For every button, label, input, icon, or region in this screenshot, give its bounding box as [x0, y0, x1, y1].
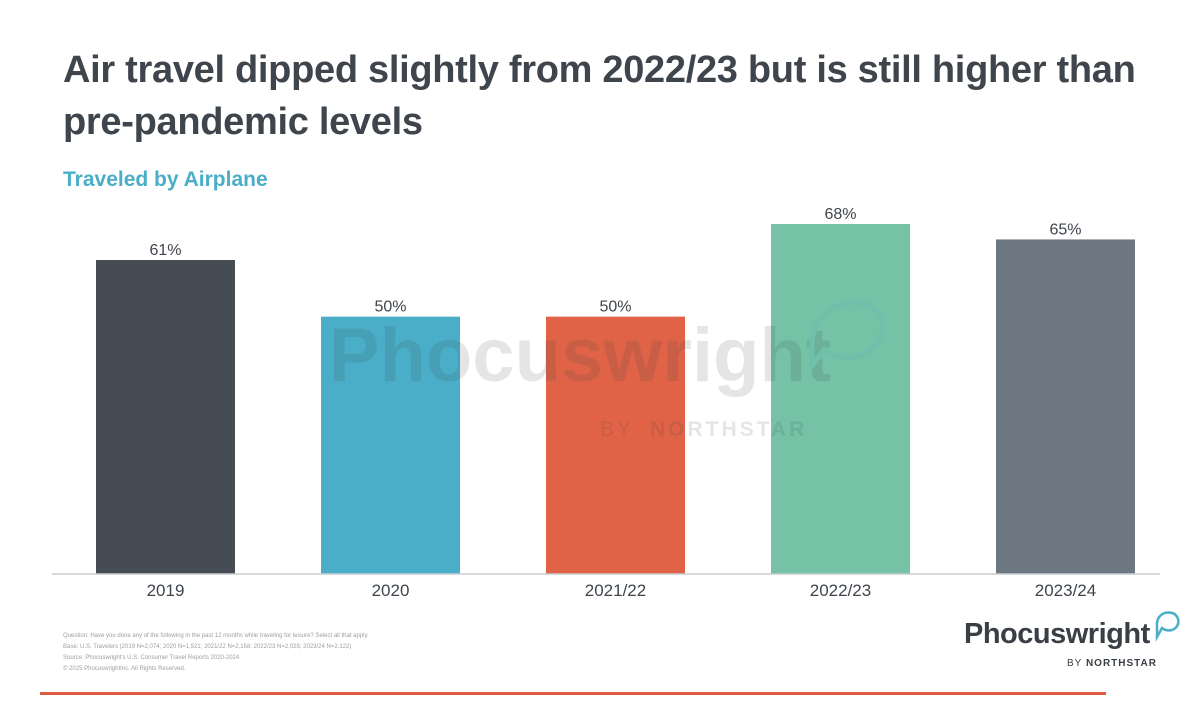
logo-wordmark: Phocuswright: [964, 618, 1150, 650]
logo-by: BY: [1067, 658, 1083, 669]
bar-value-label: 65%: [1049, 221, 1081, 238]
x-tick-label: 2020: [372, 581, 410, 600]
page-title: Air travel dipped slightly from 2022/23 …: [63, 49, 1136, 143]
footnote-question: Question: Have you done any of the follo…: [63, 633, 369, 639]
bar-value-label: 50%: [599, 299, 631, 316]
bars-layer: 61% 50% 50% 68% 65%: [96, 206, 1135, 575]
x-tick-label: 2021/22: [585, 581, 646, 600]
bar-value-label: 50%: [374, 299, 406, 316]
footnote-base: Base: U.S. Travelers (2019 N=2,074; 2020…: [63, 644, 352, 650]
bar-2021-22: [546, 316, 685, 574]
logo-brand: NORTHSTAR: [1085, 658, 1157, 669]
bottom-accent-rule: [40, 692, 1106, 695]
phocuswright-logo: Phocuswright BY NORTHSTAR: [964, 610, 1184, 670]
footnotes: Question: Have you done any of the follo…: [63, 631, 763, 675]
bar-2023-24: [996, 239, 1135, 575]
bar-2019: [96, 260, 235, 574]
logo-byline: BY NORTHSTAR: [1067, 658, 1157, 669]
bar-value-label: 68%: [824, 206, 856, 223]
chart-subtitle: Traveled by Airplane: [63, 168, 268, 191]
x-axis-labels: 2019 2020 2021/22 2022/23 2023/24: [147, 581, 1097, 600]
x-tick-label: 2019: [147, 581, 185, 600]
bar-2022-23: [771, 224, 910, 574]
x-tick-label: 2022/23: [810, 581, 871, 600]
footnote-copyright: © 2025 PhocuswrightInc. All Rights Reser…: [63, 666, 186, 672]
bar-value-label: 61%: [149, 242, 181, 259]
footnote-source: Source: Phocuswright's U.S. Consumer Tra…: [63, 655, 240, 661]
x-tick-label: 2023/24: [1035, 581, 1096, 600]
bar-2020: [321, 316, 460, 574]
logo-bubble-icon: [1155, 611, 1180, 642]
